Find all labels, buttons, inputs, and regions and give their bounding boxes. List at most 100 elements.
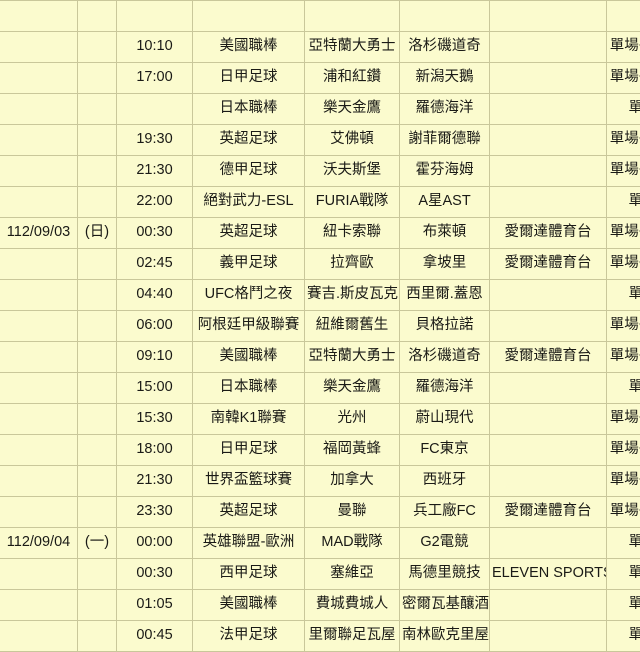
cell-day	[78, 125, 117, 156]
cell-extra: 單場+場中	[607, 311, 640, 342]
cell-home: 樂天金鷹	[305, 94, 400, 125]
cell-day	[78, 1, 117, 32]
cell-date	[0, 373, 78, 404]
cell-time: 06:00	[117, 311, 193, 342]
cell-home: 亞特蘭大勇士	[305, 342, 400, 373]
cell-extra: 單場	[607, 528, 640, 559]
cell-day	[78, 187, 117, 218]
cell-away: 西班牙	[400, 466, 490, 497]
cell-date	[0, 94, 78, 125]
cell-league: 阿根廷甲級聯賽	[193, 311, 305, 342]
cell-tv: 愛爾達體育台	[490, 342, 607, 373]
table-row: 01:05美國職棒費城費城人密爾瓦基釀酒人單場	[0, 590, 640, 621]
cell-tv	[490, 280, 607, 311]
cell-extra: 單場	[607, 559, 640, 590]
cell-tv	[490, 373, 607, 404]
cell-away: A星AST	[400, 187, 490, 218]
cell-tv	[490, 590, 607, 621]
cell-home: 塞維亞	[305, 559, 400, 590]
cell-day	[78, 435, 117, 466]
cell-extra: 單場+場中	[607, 435, 640, 466]
cell-extra: 單場+場中	[607, 125, 640, 156]
cell-day	[78, 497, 117, 528]
cell-tv	[490, 63, 607, 94]
cell-home: FURIA戰隊	[305, 187, 400, 218]
cell-extra: 單場+場中	[607, 249, 640, 280]
cell-home: 賽吉.斯皮瓦克	[305, 280, 400, 311]
cell-day	[78, 63, 117, 94]
cell-home: 紐維爾舊生	[305, 311, 400, 342]
cell-time: 02:45	[117, 249, 193, 280]
cell-day	[78, 32, 117, 63]
cell-tv	[490, 1, 607, 32]
cell-tv	[490, 528, 607, 559]
cell-league: 法甲足球	[193, 621, 305, 652]
cell-tv: 愛爾達體育台	[490, 249, 607, 280]
cell-home: 紐卡索聯	[305, 218, 400, 249]
cell-league: 絕對武力-ESL	[193, 187, 305, 218]
cell-date	[0, 435, 78, 466]
cell-date: 112/09/03	[0, 218, 78, 249]
cell-extra: 單場	[607, 621, 640, 652]
cell-date: 112/09/04	[0, 528, 78, 559]
cell-date	[0, 342, 78, 373]
cell-time: 21:30	[117, 156, 193, 187]
table-row-partial-top	[0, 1, 640, 32]
cell-time	[117, 94, 193, 125]
cell-date	[0, 63, 78, 94]
cell-date	[0, 590, 78, 621]
cell-tv	[490, 435, 607, 466]
cell-league: 義甲足球	[193, 249, 305, 280]
cell-away: 貝格拉諾	[400, 311, 490, 342]
cell-date	[0, 249, 78, 280]
cell-date	[0, 559, 78, 590]
cell-time: 00:30	[117, 559, 193, 590]
cell-away: 兵工廠FC	[400, 497, 490, 528]
cell-time: 18:00	[117, 435, 193, 466]
cell-day	[78, 311, 117, 342]
cell-day	[78, 373, 117, 404]
cell-home: 樂天金鷹	[305, 373, 400, 404]
cell-league: 美國職棒	[193, 590, 305, 621]
cell-extra: 單場+場中	[607, 404, 640, 435]
cell-day	[78, 249, 117, 280]
cell-away: G2電競	[400, 528, 490, 559]
cell-time: 15:30	[117, 404, 193, 435]
cell-tv: 愛爾達體育台	[490, 497, 607, 528]
cell-date	[0, 125, 78, 156]
cell-date	[0, 280, 78, 311]
cell-league: 英超足球	[193, 497, 305, 528]
cell-league: 世界盃籃球賽	[193, 466, 305, 497]
cell-tv: ELEVEN SPORTS	[490, 559, 607, 590]
cell-home: 費城費城人	[305, 590, 400, 621]
cell-day	[78, 342, 117, 373]
cell-tv	[490, 156, 607, 187]
cell-league: 美國職棒	[193, 32, 305, 63]
cell-league	[193, 1, 305, 32]
cell-league: 英超足球	[193, 218, 305, 249]
cell-date	[0, 466, 78, 497]
table-row: 15:00日本職棒樂天金鷹羅德海洋單場	[0, 373, 640, 404]
cell-away: 密爾瓦基釀酒人	[400, 590, 490, 621]
cell-tv: 愛爾達體育台	[490, 218, 607, 249]
cell-time: 19:30	[117, 125, 193, 156]
cell-date	[0, 621, 78, 652]
cell-home: 里爾聯足瓦屋	[305, 621, 400, 652]
cell-day	[78, 590, 117, 621]
cell-league: 英超足球	[193, 125, 305, 156]
cell-away: 霍芬海姆	[400, 156, 490, 187]
cell-day: (一)	[78, 528, 117, 559]
cell-tv	[490, 94, 607, 125]
cell-extra: 單場	[607, 187, 640, 218]
cell-date	[0, 404, 78, 435]
